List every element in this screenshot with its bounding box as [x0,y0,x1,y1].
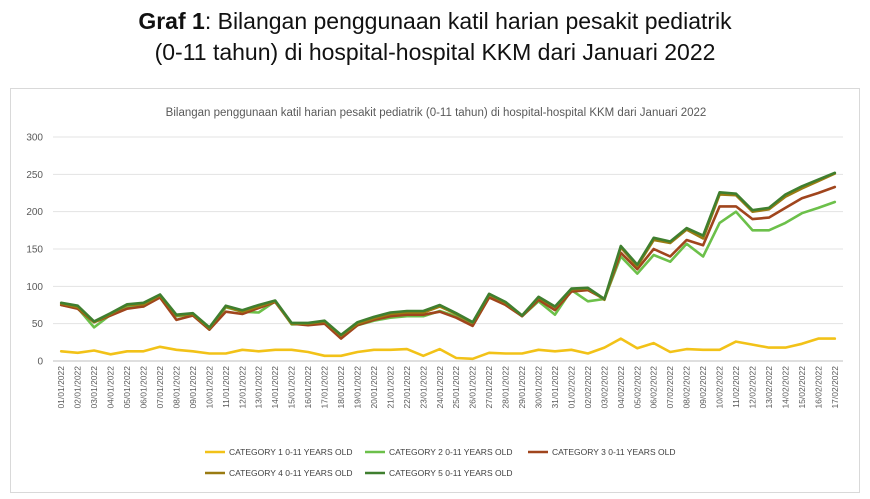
x-tick-label: 04/02/2022 [616,366,626,409]
x-tick-label: 02/02/2022 [583,366,593,409]
x-tick-label: 08/02/2022 [682,366,692,409]
x-tick-label: 29/01/2022 [517,366,527,409]
x-tick-label: 03/02/2022 [599,366,609,409]
x-tick-label: 11/01/2022 [221,366,231,408]
chart-title: Bilangan penggunaan katil harian pesakit… [166,107,707,119]
x-axis: 01/01/2022 02/01/2022 03/01/2022 04/01/2022… [56,366,840,409]
y-tick-label: 200 [26,207,43,218]
y-tick-label: 250 [26,170,43,181]
y-tick-label: 0 [37,357,43,368]
legend-label-category-1: CATEGORY 1 0-11 YEARS OLD [229,447,352,457]
legend-label-category-4: CATEGORY 4 0-11 YEARS OLD [229,468,352,478]
x-tick-label: 05/02/2022 [632,366,642,409]
x-tick-label: 06/01/2022 [139,366,149,409]
x-tick-label: 08/01/2022 [171,366,181,409]
legend-label-category-5: CATEGORY 5 0-11 YEARS OLD [389,468,512,478]
heading-line-2: (0-11 tahun) di hospital-hospital KKM da… [154,39,716,65]
y-axis: 0 50 100 150 200 250 300 [26,133,43,368]
x-tick-label: 26/01/2022 [468,366,478,409]
x-tick-label: 17/01/2022 [320,366,330,409]
x-tick-label: 24/01/2022 [435,366,445,409]
x-tick-label: 01/01/2022 [56,366,66,409]
x-tick-label: 10/01/2022 [204,366,214,409]
x-tick-label: 14/01/2022 [270,366,280,409]
x-tick-label: 11/02/2022 [731,366,741,408]
x-tick-label: 18/01/2022 [336,366,346,409]
x-tick-label: 07/02/2022 [665,366,675,409]
x-tick-label: 06/02/2022 [649,366,659,409]
legend-label-category-2: CATEGORY 2 0-11 YEARS OLD [389,447,512,457]
x-tick-label: 15/02/2022 [797,366,807,409]
series-line-category-5 [59,171,837,337]
x-tick-label: 02/01/2022 [73,366,83,409]
x-tick-label: 12/02/2022 [747,366,757,409]
y-tick-label: 100 [26,282,43,293]
x-tick-label: 20/01/2022 [369,366,379,409]
chart-frame: Bilangan penggunaan katil harian pesakit… [10,88,860,493]
x-tick-label: 04/01/2022 [106,366,116,409]
legend-label-category-3: CATEGORY 3 0-11 YEARS OLD [552,447,675,457]
x-tick-label: 16/02/2022 [813,366,823,409]
x-tick-label: 13/01/2022 [254,366,264,409]
x-tick-label: 05/01/2022 [122,366,132,409]
heading-bold: Graf 1 [138,8,205,34]
x-tick-label: 30/01/2022 [534,366,544,409]
x-tick-label: 21/01/2022 [385,366,395,409]
x-tick-label: 23/01/2022 [418,366,428,409]
x-tick-label: 09/01/2022 [188,366,198,409]
y-tick-label: 150 [26,245,43,256]
x-tick-label: 28/01/2022 [501,366,511,409]
x-tick-label: 01/02/2022 [566,366,576,409]
heading-rest: : Bilangan penggunaan katil harian pesak… [204,8,732,34]
series-line-category-1 [59,337,837,361]
heading-line-1: Graf 1: Bilangan penggunaan katil harian… [0,6,870,36]
x-tick-label: 14/02/2022 [780,366,790,409]
x-tick-label: 12/01/2022 [237,366,247,409]
x-tick-label: 17/02/2022 [830,366,840,409]
x-tick-label: 03/01/2022 [89,366,99,409]
x-tick-label: 27/01/2022 [484,366,494,409]
x-tick-label: 25/01/2022 [451,366,461,409]
x-tick-label: 19/01/2022 [352,366,362,409]
line-chart: Bilangan penggunaan katil harian pesakit… [26,107,843,478]
x-tick-label: 10/02/2022 [715,366,725,409]
y-tick-label: 50 [32,319,44,330]
x-tick-label: 09/02/2022 [698,366,708,409]
legend: CATEGORY 1 0-11 YEARS OLD CATEGORY 2 0-11… [205,447,675,478]
y-tick-label: 300 [26,133,43,144]
x-tick-label: 07/01/2022 [155,366,165,409]
gridlines [53,136,843,362]
series-lines [59,171,837,361]
x-tick-label: 15/01/2022 [287,366,297,409]
x-tick-label: 31/01/2022 [550,366,560,409]
x-tick-label: 22/01/2022 [402,366,412,409]
x-tick-label: 16/01/2022 [303,366,313,409]
x-tick-label: 13/02/2022 [764,366,774,409]
series-line-category-3 [59,185,837,340]
